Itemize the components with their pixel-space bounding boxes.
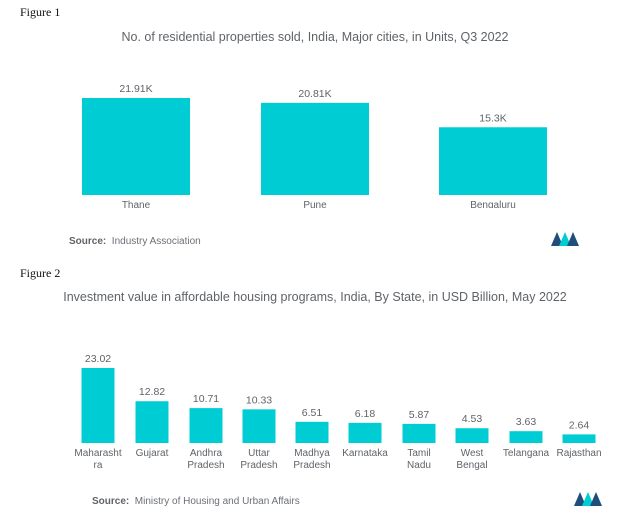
- data-label: 21.91K: [119, 83, 152, 95]
- x-tick-label: Maharasht: [74, 448, 121, 459]
- x-tick-label: Pradesh: [240, 460, 277, 470]
- brand-logo-icon: [574, 492, 602, 506]
- chart-2-source: Source: Ministry of Housing and Urban Af…: [92, 496, 300, 507]
- figure-2-label: Figure 2: [20, 266, 61, 280]
- brand-logo-icon: [551, 232, 579, 246]
- data-label: 6.18: [355, 408, 376, 420]
- x-tick-label: Bengaluru: [470, 200, 516, 208]
- x-tick-label: Pradesh: [293, 460, 330, 470]
- x-tick-label: Telangana: [503, 448, 550, 459]
- chart-2-plot: 23.02Maharashtra12.82Gujarat10.71AndhraP…: [74, 353, 601, 470]
- data-label: 12.82: [139, 386, 165, 398]
- data-label: 5.87: [409, 409, 430, 421]
- bar: [242, 409, 276, 443]
- x-tick-label: Karnataka: [342, 448, 388, 459]
- data-label: 23.02: [85, 353, 111, 365]
- bar: [135, 401, 169, 443]
- x-tick-label: Andhra: [190, 448, 223, 459]
- bar: [81, 368, 115, 443]
- x-tick-label: Thane: [122, 200, 151, 208]
- data-label: 3.63: [516, 416, 537, 428]
- data-label: 15.3K: [479, 112, 506, 124]
- x-tick-label: West: [461, 448, 484, 459]
- chart-1-source: Source: Industry Association: [69, 236, 201, 247]
- bar: [82, 98, 190, 195]
- bar: [348, 422, 382, 443]
- x-tick-label: Tamil: [407, 448, 430, 459]
- bar: [509, 431, 543, 443]
- data-label: 6.51: [302, 407, 323, 419]
- x-tick-label: Pune: [303, 200, 327, 208]
- x-tick-label: Pradesh: [187, 460, 224, 470]
- x-tick-label: Gujarat: [136, 448, 169, 459]
- source-label: Source:: [69, 236, 107, 247]
- bar: [562, 434, 596, 443]
- bar: [189, 408, 223, 443]
- data-label: 4.53: [462, 413, 483, 425]
- source-label: Source:: [92, 496, 130, 507]
- bar: [455, 428, 489, 443]
- bar: [402, 423, 436, 443]
- bar: [295, 421, 329, 443]
- source-text: Ministry of Housing and Urban Affairs: [134, 496, 300, 507]
- data-label: 2.64: [569, 419, 590, 431]
- x-tick-label: Nadu: [407, 460, 431, 470]
- x-tick-label: Rajasthan: [556, 448, 601, 459]
- data-label: 10.71: [193, 393, 219, 405]
- chart-2-title: Investment value in affordable housing p…: [63, 290, 567, 304]
- chart-1-title: No. of residential properties sold, Indi…: [121, 30, 509, 44]
- x-tick-label: ra: [94, 460, 103, 470]
- bar: [439, 127, 547, 195]
- figure-1-label: Figure 1: [20, 5, 61, 19]
- data-label: 10.33: [246, 394, 272, 406]
- data-label: 20.81K: [298, 88, 331, 100]
- source-text: Industry Association: [111, 236, 201, 247]
- x-tick-label: Madhya: [294, 448, 330, 459]
- bar: [261, 102, 369, 195]
- x-tick-label: Uttar: [248, 448, 270, 459]
- x-tick-label: Bengal: [456, 460, 487, 470]
- chart-1-plot: 21.91K Thane 20.81K Pune 15.3K Bengaluru: [82, 83, 547, 208]
